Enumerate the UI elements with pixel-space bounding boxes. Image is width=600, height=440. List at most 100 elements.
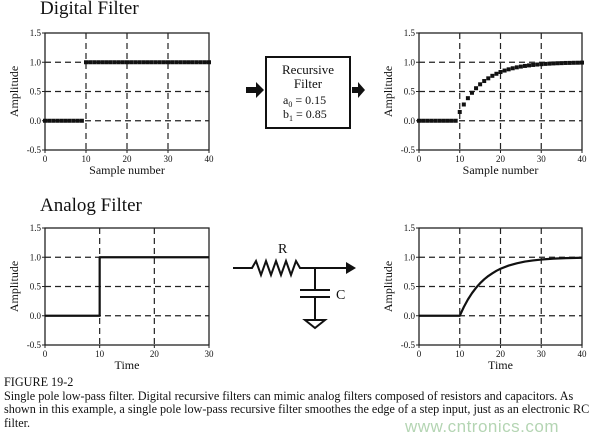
data-point [174, 60, 179, 65]
data-point [59, 118, 64, 123]
y-tick-label: -0.5 [27, 340, 42, 350]
x-tick-label: 10 [82, 154, 92, 164]
analog-output-chart: 0 10 20 30 40 1.5 1.0 0.5 0.0 -0.5 Time Amplitude [381, 223, 587, 372]
x-tick-label: 0 [417, 349, 422, 359]
data-point [84, 60, 88, 65]
figure-caption: FIGURE 19-2 Single pole low-pass filter.… [4, 375, 598, 430]
data-point [198, 60, 203, 65]
x-tick-label: 40 [578, 349, 588, 359]
data-point [514, 65, 519, 70]
data-point [92, 60, 97, 65]
data-point [425, 118, 430, 123]
ground-icon [302, 319, 328, 330]
data-point [531, 62, 536, 67]
y-tick-label: 1.0 [404, 57, 416, 67]
data-point [133, 60, 138, 65]
analog-input-chart: 0 10 20 30 1.5 1.0 0.5 0.0 -0.5 Time Amplitude [7, 223, 214, 372]
filter-box-line1: Recursive [282, 62, 334, 77]
caption-text: Single pole low-pass filter. Digital rec… [4, 388, 590, 430]
data-point [535, 62, 540, 67]
output-arrowhead-icon [346, 262, 356, 274]
data-point [510, 66, 515, 71]
data-point [71, 118, 76, 123]
data-point [182, 60, 187, 65]
data-point [55, 118, 60, 123]
data-point [502, 68, 507, 73]
data-point [104, 60, 109, 65]
y-tick-label: 1.0 [30, 57, 42, 67]
resistor-icon [233, 258, 350, 278]
data-point [88, 60, 93, 65]
data-point [47, 118, 52, 123]
y-tick-label: 0.5 [30, 282, 42, 292]
data-point [547, 61, 552, 66]
data-point [157, 60, 162, 65]
data-point [108, 60, 113, 65]
y-tick-label: 0.0 [30, 311, 42, 321]
data-point [461, 102, 466, 107]
y-tick-label: 1.0 [404, 252, 416, 262]
x-tick-label: 30 [537, 349, 547, 359]
data-point [120, 60, 125, 65]
digital-input-chart: 0 10 20 30 40 1.5 1.0 0.5 0.0 -0.5 Sample number Am… [7, 28, 214, 177]
y-axis-label: Amplitude [7, 261, 21, 312]
x-tick-label: 10 [455, 154, 465, 164]
coef-b1: b1 = 0.85 [283, 107, 327, 123]
x-tick-label: 40 [205, 154, 215, 164]
data-point [441, 118, 446, 123]
a0-subscript: 0 [288, 100, 292, 109]
b1-value: = 0.85 [296, 107, 327, 121]
x-tick-label: 0 [417, 154, 422, 164]
filter-box-line2: Filter [294, 76, 323, 91]
data-point [555, 61, 560, 66]
data-point [433, 118, 438, 123]
b1-subscript: 1 [289, 114, 293, 123]
data-point [112, 60, 117, 65]
data-point [149, 60, 154, 65]
x-tick-label: 0 [43, 349, 48, 359]
data-point [482, 79, 487, 84]
data-point [186, 60, 191, 65]
data-point [116, 60, 121, 65]
filter-box [265, 56, 351, 129]
plot-frame [418, 227, 583, 346]
plot-frame [44, 227, 210, 346]
x-tick-label: 20 [496, 154, 506, 164]
data-point [421, 118, 426, 123]
data-point [429, 118, 434, 123]
data-point [580, 60, 584, 65]
y-tick-label: 1.0 [30, 252, 42, 262]
y-tick-label: 0.0 [30, 116, 42, 126]
data-point [141, 60, 146, 65]
y-tick-label: 1.5 [404, 28, 416, 38]
plot-frame [418, 32, 583, 151]
analog-filter-title: Analog Filter [40, 195, 142, 216]
y-tick-label: 0.5 [30, 87, 42, 97]
figure-label: FIGURE 19-2 [4, 375, 74, 389]
y-tick-label: 0.0 [404, 116, 416, 126]
data-point [465, 96, 470, 101]
input-arrow-icon [246, 82, 264, 98]
series-line [45, 256, 209, 317]
data-point [575, 60, 580, 65]
data-point [79, 118, 84, 123]
x-tick-label: 30 [205, 349, 215, 359]
data-point [506, 67, 511, 72]
x-tick-label: 10 [95, 349, 105, 359]
watermark: www.cntronics.com [405, 417, 559, 436]
resistor-label: R [278, 242, 288, 257]
y-tick-label: 1.5 [404, 223, 416, 233]
data-point [490, 73, 495, 78]
plot-frame [44, 32, 210, 151]
data-point [145, 60, 150, 65]
output-arrow-icon [352, 82, 365, 98]
data-point [527, 63, 532, 68]
data-point [75, 118, 80, 123]
data-point [518, 64, 523, 69]
x-tick-label: 20 [496, 349, 506, 359]
y-tick-label: 0.5 [404, 282, 416, 292]
y-axis-label: Amplitude [381, 66, 395, 117]
x-axis-label: Time [115, 358, 140, 372]
y-axis-label: Amplitude [381, 261, 395, 312]
